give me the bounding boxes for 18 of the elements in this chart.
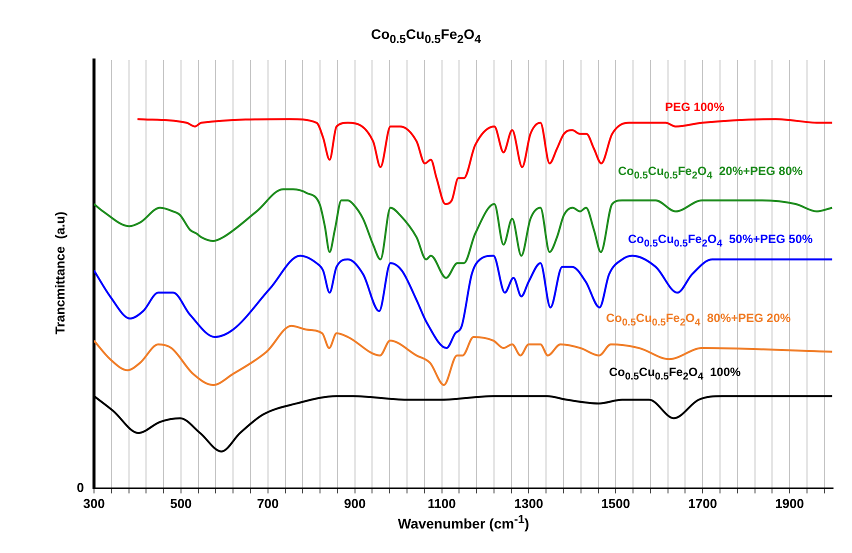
x-axis-title: Wavenumber (cm$^{-1}$) — [396, 513, 530, 532]
x-tick-label: 1500 — [601, 496, 630, 511]
chart-title: Co$_{0.5}$Cu$_{0.5}$Fe$_{2}$O$_{4}$ — [370, 26, 482, 46]
x-tick-label: 300 — [83, 496, 105, 511]
y-axis-title: Trancmittance (a.u) — [52, 212, 68, 334]
x-tick-label: 900 — [344, 496, 366, 511]
x-tick-label: 1700 — [688, 496, 718, 511]
text: Co$_{0.5}$Cu$_{0.5}$Fe$_{2}$O$_{4}$ 80%+PEG 20% — [606, 311, 791, 328]
x-tick-label: 700 — [257, 496, 279, 511]
text: Co$_{0.5}$Cu$_{0.5}$Fe$_{2}$O$_{4}$ 50%+PEG 50% — [628, 232, 813, 250]
x-tick-label: 500 — [170, 496, 192, 511]
series-label: PEG 100% — [665, 100, 724, 114]
text: 0 — [76, 480, 84, 495]
x-tick-label: 1900 — [775, 496, 804, 511]
text: Co$_{0.5}$Cu$_{0.5}$Fe$_{2}$O$_{4}$ 100% — [609, 365, 741, 382]
x-tick-label: 1100 — [428, 496, 456, 511]
text: Co$_{0.5}$Cu$_{0.5}$Fe$_{2}$O$_{4}$ 20%+PEG 80% — [618, 164, 803, 182]
x-tick-label: 1300 — [514, 496, 544, 511]
